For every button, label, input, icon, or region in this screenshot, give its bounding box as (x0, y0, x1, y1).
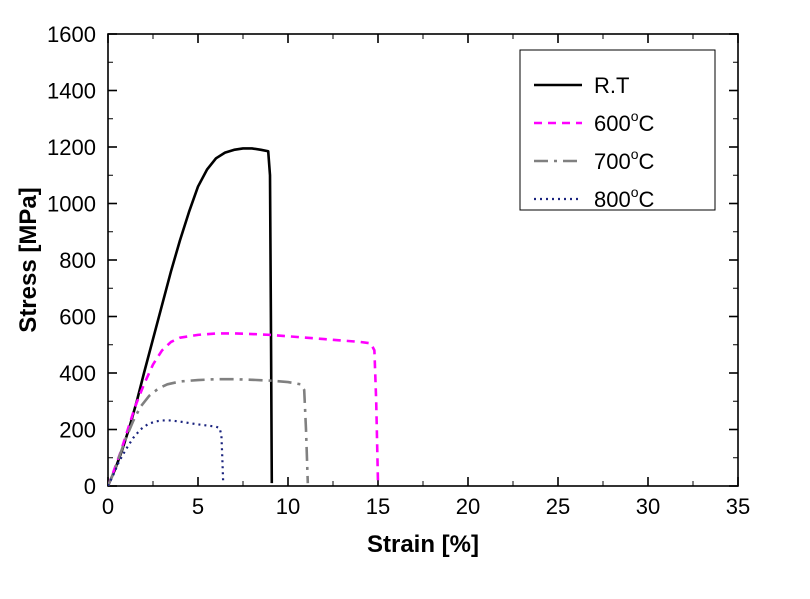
y-tick-label: 1200 (47, 135, 96, 160)
x-axis-title: Strain [%] (367, 531, 479, 558)
x-tick-label: 5 (192, 494, 204, 519)
y-tick-label: 0 (84, 474, 96, 499)
y-tick-label: 400 (59, 361, 96, 386)
x-tick-label: 0 (102, 494, 114, 519)
y-tick-label: 600 (59, 305, 96, 330)
x-tick-label: 35 (726, 494, 750, 519)
x-tick-label: 30 (636, 494, 660, 519)
legend-label: R.T (594, 73, 629, 98)
legend-label: 600oC (594, 108, 655, 136)
stress-strain-chart: 0 5 10 15 20 25 30 35 0 200 400 600 800 1000 1200 1400 1… (0, 0, 810, 599)
legend-label: 700oC (594, 146, 655, 174)
y-tick-label: 200 (59, 418, 96, 443)
chart-svg: 0 5 10 15 20 25 30 35 0 200 400 600 800 1000 1200 1400 1… (0, 0, 810, 599)
legend-label: 800oC (594, 184, 655, 212)
y-tick-label: 800 (59, 248, 96, 273)
y-axis-title: Stress [MPa] (15, 187, 42, 332)
x-tick-label: 25 (546, 494, 570, 519)
x-tick-label: 10 (276, 494, 300, 519)
x-tick-label: 15 (366, 494, 390, 519)
y-tick-label: 1400 (47, 79, 96, 104)
y-tick-label: 1600 (47, 22, 96, 47)
y-tick-label: 1000 (47, 192, 96, 217)
x-tick-label: 20 (456, 494, 480, 519)
